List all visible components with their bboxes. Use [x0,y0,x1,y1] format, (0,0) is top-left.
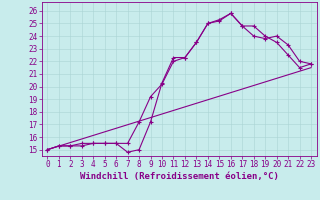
X-axis label: Windchill (Refroidissement éolien,°C): Windchill (Refroidissement éolien,°C) [80,172,279,181]
